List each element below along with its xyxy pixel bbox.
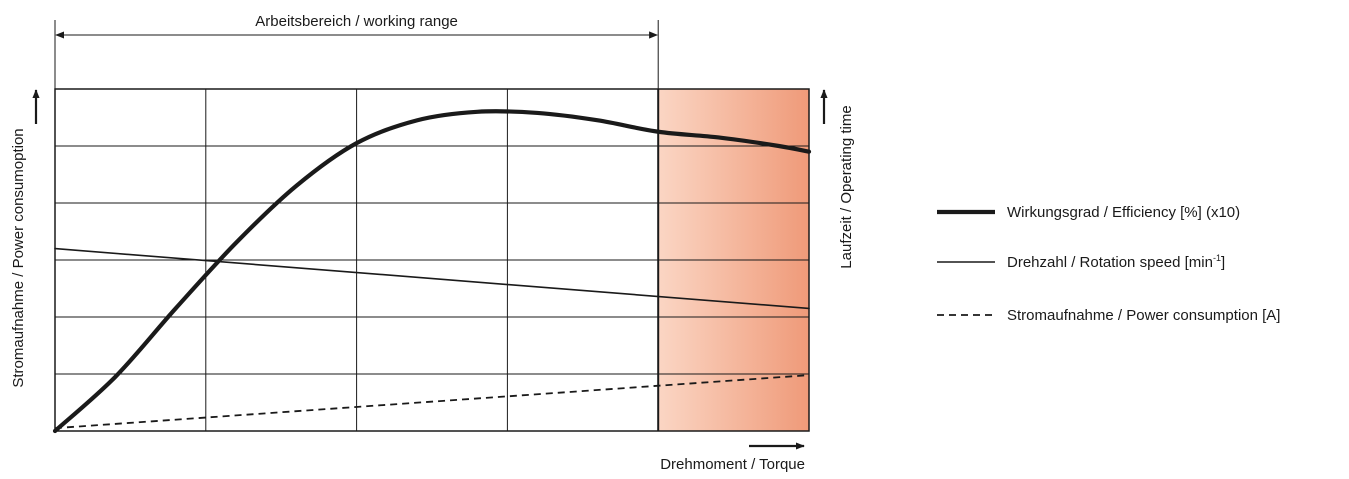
grid-lines <box>55 89 809 431</box>
y-axis-label-left: Stromaufnahme / Power consumoption <box>10 128 27 387</box>
series-line-1 <box>54 247 810 310</box>
legend-label-0: Wirkungsgrad / Efficiency [%] (x10) <box>1007 204 1240 221</box>
working-range-indicator: Arbeitsbereich / working range <box>54 13 659 89</box>
working-range-label: Arbeitsbereich / working range <box>255 13 458 30</box>
legend: Wirkungsgrad / Efficiency [%] (x10) Drehz… <box>937 204 1280 324</box>
series-line-2 <box>54 374 810 430</box>
series-line-0 <box>52 109 812 434</box>
legend-label-2: Stromaufnahme / Power consumption [A] <box>1007 307 1280 324</box>
series-layer <box>52 109 812 434</box>
legend-label-1: Drehzahl / Rotation speed [min-1] <box>1007 253 1225 271</box>
y-axis-label-right: Laufzeit / Operating time <box>838 105 855 268</box>
x-axis-label: Drehmoment / Torque <box>660 456 805 473</box>
plot-frame <box>54 88 810 432</box>
